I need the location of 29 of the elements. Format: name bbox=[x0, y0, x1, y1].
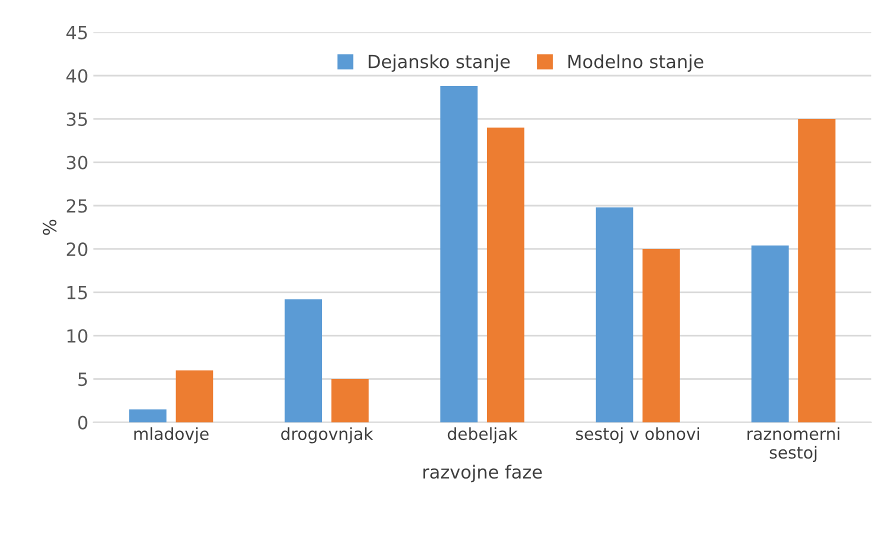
y-tick-label: 45 bbox=[66, 26, 87, 40]
bar bbox=[642, 248, 680, 422]
bar bbox=[284, 299, 322, 422]
y-axis-title: % bbox=[42, 220, 56, 235]
y-tick-label: 5 bbox=[78, 372, 87, 386]
legend-label: Dejansko stanje bbox=[368, 54, 510, 72]
bar bbox=[596, 207, 634, 422]
y-tick-label: 40 bbox=[66, 69, 88, 83]
x-tick-label: mladovje bbox=[134, 427, 209, 444]
x-axis-title: razvojne faze bbox=[423, 464, 542, 482]
bar bbox=[751, 246, 789, 422]
y-tick-label: 25 bbox=[66, 199, 87, 213]
bar bbox=[129, 409, 166, 422]
y-tick-label: 15 bbox=[67, 286, 87, 300]
x-tick-label: debeljak bbox=[448, 427, 518, 444]
y-tick-label: 0 bbox=[78, 416, 88, 430]
y-tick-label: 10 bbox=[67, 329, 88, 343]
y-tick-label: 35 bbox=[66, 112, 87, 126]
bar bbox=[176, 370, 214, 422]
x-tick-label: drogovnjak bbox=[281, 427, 374, 444]
x-tick-label: raznomerni sestoj bbox=[748, 427, 840, 462]
bar bbox=[440, 86, 478, 422]
bar bbox=[798, 118, 836, 422]
y-tick-label: 20 bbox=[66, 242, 88, 256]
x-tick-label: sestoj v obnovi bbox=[576, 427, 700, 444]
bar bbox=[486, 128, 524, 422]
bar bbox=[331, 378, 369, 422]
y-tick-label: 30 bbox=[66, 156, 88, 170]
legend-label: Modelno stanje bbox=[568, 54, 704, 72]
